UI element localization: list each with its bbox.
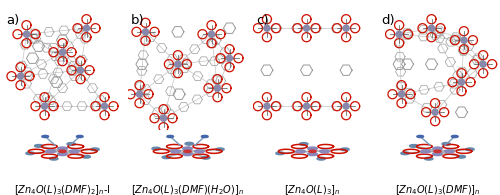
Circle shape <box>42 103 48 109</box>
Circle shape <box>175 61 181 67</box>
Circle shape <box>91 148 99 151</box>
Circle shape <box>296 150 306 153</box>
Circle shape <box>160 115 166 121</box>
Circle shape <box>102 103 107 109</box>
Circle shape <box>432 147 442 150</box>
Circle shape <box>410 144 418 147</box>
Circle shape <box>398 91 404 97</box>
Circle shape <box>300 143 308 145</box>
Text: $[Zn_4O(L)_3(DMF)(H_2O)]_n$: $[Zn_4O(L)_3(DMF)(H_2O)]_n$ <box>131 183 244 195</box>
Circle shape <box>308 152 318 156</box>
Circle shape <box>142 29 148 35</box>
Circle shape <box>167 135 173 138</box>
Circle shape <box>214 85 220 91</box>
Circle shape <box>343 103 349 109</box>
Circle shape <box>341 148 349 151</box>
Circle shape <box>24 31 30 37</box>
Circle shape <box>480 61 486 67</box>
Circle shape <box>184 150 191 152</box>
Circle shape <box>50 157 58 160</box>
Circle shape <box>58 152 68 156</box>
Circle shape <box>444 150 454 153</box>
Circle shape <box>202 156 210 159</box>
Circle shape <box>417 135 424 138</box>
Circle shape <box>343 25 349 31</box>
Circle shape <box>58 147 68 150</box>
Circle shape <box>26 152 34 155</box>
Circle shape <box>78 67 84 73</box>
Circle shape <box>42 135 48 138</box>
Circle shape <box>432 152 442 156</box>
Circle shape <box>264 103 270 109</box>
Circle shape <box>59 150 66 152</box>
Text: a): a) <box>6 14 20 27</box>
Text: $[Zn_4O(L)_3(DMF)_2]_n$-I: $[Zn_4O(L)_3(DMF)_2]_n$-I <box>14 183 111 195</box>
Circle shape <box>182 147 192 150</box>
Circle shape <box>82 155 90 158</box>
Circle shape <box>60 49 66 55</box>
Circle shape <box>452 135 458 138</box>
Circle shape <box>320 150 330 153</box>
Circle shape <box>276 152 284 155</box>
Text: $[Zn_4O(L)_3(DMF)]_n$: $[Zn_4O(L)_3(DMF)]_n$ <box>394 183 480 195</box>
Circle shape <box>457 155 466 158</box>
Text: d): d) <box>381 14 394 27</box>
Circle shape <box>170 150 180 153</box>
Circle shape <box>18 73 24 79</box>
Text: $[Zn_4O(L)_3]_n$: $[Zn_4O(L)_3]_n$ <box>284 183 341 195</box>
Circle shape <box>304 103 310 109</box>
Circle shape <box>432 109 438 115</box>
Circle shape <box>208 31 214 37</box>
Circle shape <box>84 25 89 31</box>
Circle shape <box>185 142 194 145</box>
Circle shape <box>401 152 409 155</box>
Circle shape <box>226 55 232 61</box>
Circle shape <box>216 148 224 151</box>
Circle shape <box>434 150 441 152</box>
Circle shape <box>202 135 208 138</box>
Circle shape <box>264 25 270 31</box>
Circle shape <box>442 143 450 145</box>
Circle shape <box>461 37 467 43</box>
Circle shape <box>466 148 474 151</box>
Circle shape <box>136 91 142 97</box>
Circle shape <box>428 25 434 31</box>
Circle shape <box>67 143 76 145</box>
Circle shape <box>76 135 83 138</box>
Text: b): b) <box>131 14 144 27</box>
Circle shape <box>424 157 433 160</box>
Circle shape <box>34 144 43 147</box>
Circle shape <box>304 25 310 31</box>
Circle shape <box>70 150 80 153</box>
Circle shape <box>308 147 318 150</box>
Circle shape <box>182 152 192 156</box>
Circle shape <box>317 157 326 160</box>
Circle shape <box>309 150 316 152</box>
Circle shape <box>152 147 160 150</box>
Circle shape <box>194 150 204 153</box>
Circle shape <box>46 150 56 153</box>
Circle shape <box>396 31 402 37</box>
Circle shape <box>162 156 170 159</box>
Text: c): c) <box>256 14 268 27</box>
Circle shape <box>458 79 464 85</box>
Circle shape <box>420 150 430 153</box>
